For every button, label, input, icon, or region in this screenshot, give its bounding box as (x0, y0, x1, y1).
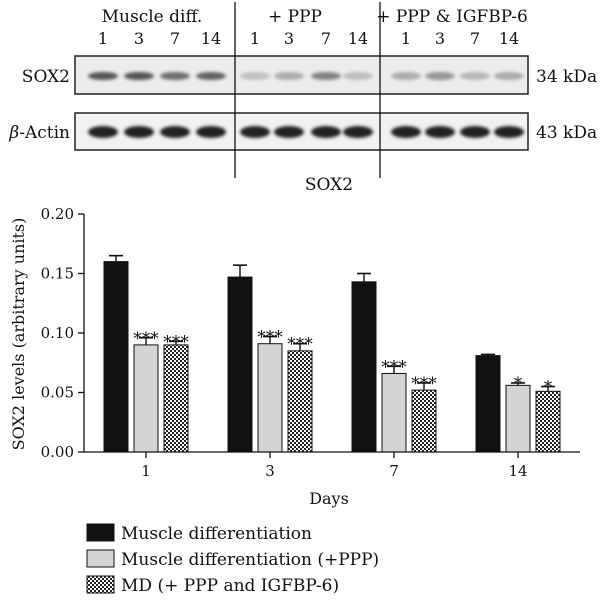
blot-group-label-2: + PPP & IGFBP-6 (376, 7, 528, 27)
y-tick-label: 0.05 (41, 384, 74, 402)
bar (505, 384, 531, 453)
bar (227, 276, 253, 453)
y-tick-label: 0.20 (41, 205, 74, 223)
blot-band (311, 72, 341, 80)
lane-label: 1 (98, 29, 108, 48)
y-tick-label: 0.15 (41, 265, 74, 283)
bar (475, 355, 501, 453)
blot-band (196, 72, 226, 80)
bar (133, 344, 159, 453)
blot-row-label-actin: β-Actin (8, 123, 70, 143)
x-tick-label: 1 (141, 462, 151, 480)
significance-mark: *** (381, 357, 407, 377)
blot-band (425, 72, 455, 80)
lane-label: 7 (321, 29, 331, 48)
x-axis: 1 3 7 14 (84, 451, 580, 480)
x-tick-label: 14 (508, 462, 527, 480)
significance-mark: *** (163, 332, 189, 352)
blot-band (460, 72, 490, 80)
blot-band (88, 72, 118, 80)
legend-label: Muscle differentiation (+PPP) (121, 550, 379, 570)
blot-band (460, 126, 490, 138)
significance-mark: *** (287, 335, 313, 355)
y-tick-label: 0.00 (41, 443, 74, 461)
bar (163, 344, 189, 453)
blot-band (160, 72, 190, 80)
significance-mark: *** (257, 328, 283, 348)
bar-chart: SOX2 levels (arbitrary units) 0.000.050.… (9, 205, 580, 508)
blot-band (240, 72, 270, 80)
y-axis: 0.00 0.05 0.10 0.15 0.20 (41, 205, 85, 461)
legend-swatch (86, 575, 115, 594)
significance-mark: *** (411, 374, 437, 394)
legend-label: MD (+ PPP and IGFBP-6) (121, 576, 339, 596)
blot-band (124, 126, 154, 138)
lane-label: 14 (201, 29, 221, 48)
blot-size-sox2: 34 kDa (536, 67, 597, 87)
blot-size-actin: 43 kDa (536, 123, 597, 143)
blot-caption: SOX2 (305, 175, 353, 195)
blot-bands-actin (88, 126, 524, 138)
bar (351, 281, 377, 453)
significance-mark: * (514, 374, 523, 394)
blot-band (88, 126, 118, 138)
blot-band (311, 126, 341, 138)
y-tick-label: 0.10 (41, 324, 74, 342)
lane-label: 1 (250, 29, 260, 48)
significance-mark: *** (133, 329, 159, 349)
blot-bands-sox2 (88, 72, 524, 80)
blot-band (196, 126, 226, 138)
blot-band (343, 72, 373, 80)
x-tick-label: 7 (389, 462, 399, 480)
blot-band (425, 126, 455, 138)
bar (381, 372, 407, 453)
blot-band (494, 72, 524, 80)
legend-swatch (86, 523, 115, 542)
blot-band (124, 72, 154, 80)
lane-label: 3 (435, 29, 445, 48)
legend-swatch (86, 549, 115, 568)
lane-label: 7 (470, 29, 480, 48)
lane-label: 7 (170, 29, 180, 48)
blot-band (494, 126, 524, 138)
blot-band (391, 72, 421, 80)
lane-label: 3 (134, 29, 144, 48)
x-axis-label: Days (309, 489, 349, 508)
blot-row-label-sox2: SOX2 (22, 67, 70, 87)
bar (257, 343, 283, 453)
blot-band (391, 126, 421, 138)
western-blot: Muscle diff. + PPP + PPP & IGFBP-6 1 3 7 14… (8, 2, 597, 195)
blot-band (160, 126, 190, 138)
lane-label: 3 (284, 29, 294, 48)
x-tick-label: 3 (265, 462, 275, 480)
legend: Muscle differentiation Muscle differentia… (86, 523, 379, 596)
blot-band (274, 72, 304, 80)
lane-label: 14 (348, 29, 368, 48)
blot-band (343, 126, 373, 138)
blot-group-label-0: Muscle diff. (102, 7, 203, 27)
bar (103, 261, 129, 453)
bars: *** *** *** ********* * * (103, 254, 561, 453)
bar (411, 389, 437, 453)
bar (287, 350, 313, 453)
y-axis-label: SOX2 levels (arbitrary units) (9, 218, 28, 451)
lane-label: 14 (499, 29, 519, 48)
lane-label: 1 (401, 29, 411, 48)
blot-band (274, 126, 304, 138)
legend-label: Muscle differentiation (121, 524, 312, 544)
blot-group-label-1: + PPP (268, 7, 322, 27)
bar (535, 390, 561, 453)
lane-labels: 1 3 7 14 1 3 7 14 1 3 7 14 (98, 29, 519, 48)
blot-band (240, 126, 270, 138)
significance-mark: * (544, 378, 553, 398)
